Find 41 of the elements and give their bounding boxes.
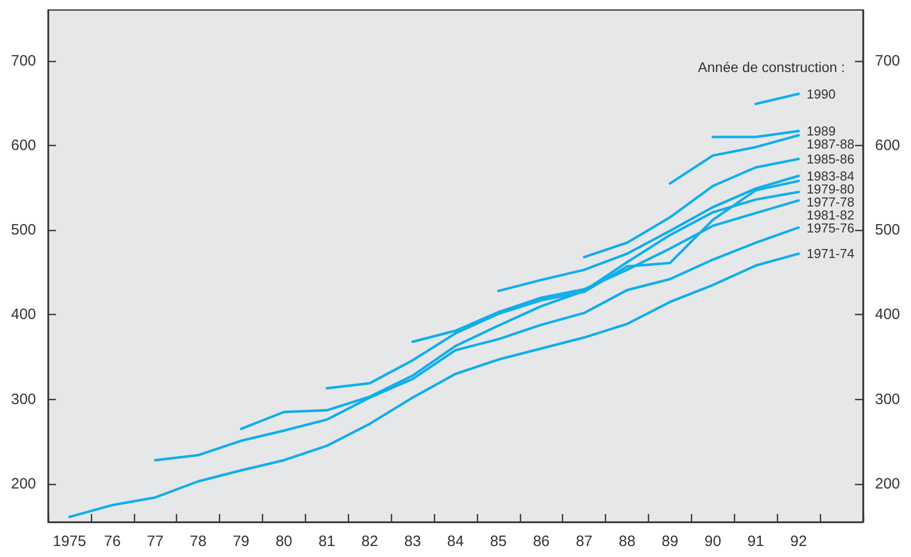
y-tick-label: 500 xyxy=(10,222,36,239)
y2-tick-label: 500 xyxy=(874,222,900,239)
y-tick-label: 600 xyxy=(10,136,36,154)
x-tick-label: 85 xyxy=(490,533,507,550)
x-tick-label: 91 xyxy=(747,533,764,550)
y2-tick-label: 200 xyxy=(874,475,900,492)
series-label: 1977-78 xyxy=(806,194,854,210)
y2-tick-label: 400 xyxy=(874,306,900,324)
y2-tick-label: 700 xyxy=(874,52,900,70)
x-tick-label: 84 xyxy=(447,533,464,550)
legend-title: Année de construction : xyxy=(698,59,846,75)
y2-tick-label: 600 xyxy=(874,136,900,154)
x-tick-label: 81 xyxy=(318,533,336,550)
series-label: 1971-74 xyxy=(806,246,854,262)
y2-tick-label: 300 xyxy=(874,390,900,408)
x-tick-label: 82 xyxy=(361,533,378,550)
series-label: 1981-82 xyxy=(806,207,854,222)
x-tick-label: 83 xyxy=(404,533,421,550)
series-label: 1987-88 xyxy=(806,136,854,152)
x-tick-label: 79 xyxy=(232,533,250,550)
x-tick-label: 77 xyxy=(146,533,164,550)
y-tick-label: 700 xyxy=(10,52,36,70)
y-tick-label: 400 xyxy=(10,306,36,324)
series-label: 1985-86 xyxy=(806,151,854,166)
x-tick-label: 92 xyxy=(790,533,807,550)
y-tick-label: 200 xyxy=(10,475,36,492)
x-tick-label: 88 xyxy=(618,533,636,550)
series-label: 1989 xyxy=(806,124,836,139)
x-tick-label: 89 xyxy=(662,533,678,550)
x-tick-label: 1975 xyxy=(52,533,86,550)
y-tick-label: 300 xyxy=(10,390,36,408)
series-label: 1979-80 xyxy=(806,181,854,196)
x-tick-label: 80 xyxy=(276,533,292,550)
series-label: 1975-76 xyxy=(806,220,854,236)
x-tick-label: 76 xyxy=(104,533,121,550)
series-label: 1990 xyxy=(806,86,836,102)
x-tick-label: 90 xyxy=(704,533,722,550)
x-tick-label: 87 xyxy=(576,533,593,550)
x-tick-label: 78 xyxy=(190,533,206,550)
x-tick-label: 86 xyxy=(532,533,550,550)
series-label: 1983-84 xyxy=(806,168,854,184)
